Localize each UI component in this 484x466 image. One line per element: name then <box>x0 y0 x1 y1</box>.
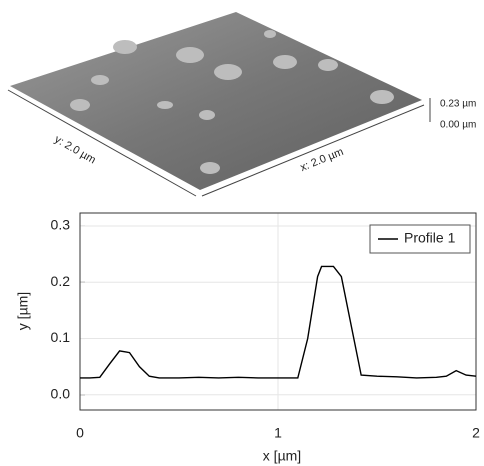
y-tick-label: 0.1 <box>51 329 71 345</box>
surface-3d: 0.23 µm 0.00 µm y: 2.0 µm x: 2.0 µm <box>7 12 476 197</box>
x-tick-label: 2 <box>472 425 480 441</box>
x-tick-label: 0 <box>76 425 84 441</box>
profile-line <box>80 265 477 379</box>
y-axis-3d <box>7 89 197 197</box>
surface <box>10 12 422 190</box>
plot-frame <box>79 212 477 411</box>
y-axis-label: y [µm] <box>15 292 31 330</box>
y-tick-label: 0.2 <box>51 273 71 289</box>
x-axis-3d <box>201 104 425 197</box>
x-axis-3d-label: x: 2.0 µm <box>299 146 346 174</box>
x-axis-label: x [µm] <box>263 448 301 464</box>
chart: x [µm] y [µm] 0.0 0.1 0.2 0.3 0 1 2 Profile 1 <box>15 212 480 464</box>
x-tick-label: 1 <box>274 425 282 441</box>
y-tick-label: 0.3 <box>51 217 71 233</box>
legend-label: Profile 1 <box>404 230 456 246</box>
y-tick-label: 0.0 <box>51 386 71 402</box>
z-max-label: 0.23 µm <box>440 99 476 110</box>
surface-bumps <box>70 30 394 174</box>
z-min-label: 0.00 µm <box>440 120 476 131</box>
y-axis-3d-label: y: 2.0 µm <box>52 133 97 166</box>
